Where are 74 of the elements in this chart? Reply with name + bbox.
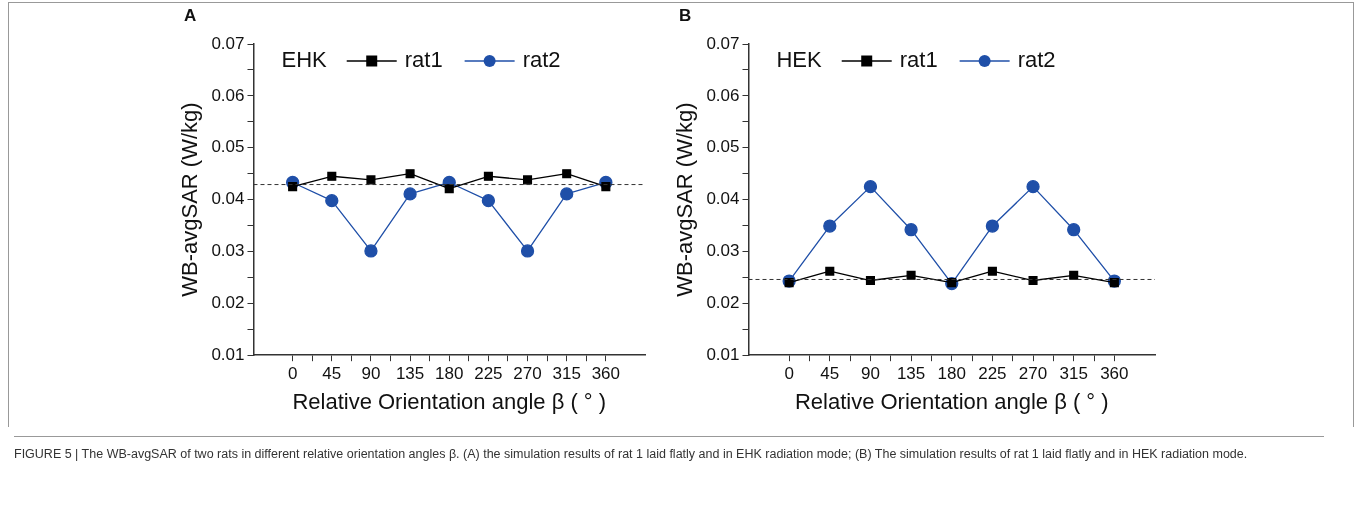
point bbox=[288, 182, 298, 192]
legend-label: rat2 bbox=[1017, 47, 1056, 73]
x-tick-label: 45 bbox=[820, 364, 840, 384]
point bbox=[987, 266, 997, 276]
x-axis-title: Relative Orientation angle β ( ° ) bbox=[794, 388, 1109, 414]
y-tick-label: 0.05 bbox=[706, 137, 740, 157]
point bbox=[325, 193, 339, 208]
x-tick-label: 270 bbox=[1018, 364, 1048, 384]
chart-title: A bbox=[184, 6, 197, 26]
chart-title: B bbox=[679, 6, 692, 26]
x-tick-label: 360 bbox=[1100, 364, 1129, 384]
y-tick-label: 0.04 bbox=[706, 189, 740, 209]
x-tick-label: 315 bbox=[552, 364, 581, 384]
x-axis-title: Relative Orientation angle β ( ° ) bbox=[292, 388, 607, 414]
legend-label: rat2 bbox=[522, 47, 561, 73]
x-tick-label: 90 bbox=[361, 364, 381, 384]
y-tick-label: 0.07 bbox=[706, 33, 740, 53]
y-axis-title: WB-avgSAR (W/kg) bbox=[672, 102, 698, 297]
point bbox=[405, 169, 415, 179]
legend-label: rat1 bbox=[404, 47, 443, 73]
point bbox=[1026, 179, 1040, 194]
x-tick-label: 45 bbox=[322, 364, 342, 384]
y-tick-label: 0.05 bbox=[211, 137, 245, 157]
point bbox=[825, 266, 835, 276]
point bbox=[560, 187, 574, 201]
y-tick-label: 0.06 bbox=[706, 85, 740, 105]
x-tick-label: 135 bbox=[896, 364, 926, 384]
point bbox=[1067, 223, 1081, 237]
x-tick-label: 225 bbox=[474, 364, 503, 384]
point bbox=[483, 171, 493, 181]
x-tick-label: 0 bbox=[784, 364, 794, 384]
y-tick-label: 0.02 bbox=[211, 293, 245, 313]
point bbox=[904, 223, 918, 237]
legend-title: EHK bbox=[281, 47, 328, 73]
point bbox=[520, 244, 535, 258]
x-tick-label: 225 bbox=[978, 364, 1007, 384]
x-tick-label: 90 bbox=[860, 364, 880, 384]
point bbox=[784, 278, 794, 288]
y-tick-label: 0.03 bbox=[211, 241, 245, 261]
point bbox=[327, 171, 337, 181]
x-tick-label: 135 bbox=[395, 364, 425, 384]
y-tick-label: 0.07 bbox=[211, 33, 245, 53]
legend-title: HEK bbox=[776, 47, 823, 73]
point bbox=[562, 169, 572, 179]
point bbox=[1028, 275, 1038, 286]
point bbox=[985, 219, 1000, 233]
point bbox=[444, 184, 454, 194]
y-tick-label: 0.06 bbox=[211, 85, 245, 105]
x-tick-label: 180 bbox=[937, 364, 966, 384]
x-tick-label: 315 bbox=[1059, 364, 1088, 384]
caption: FIGURE 5 | The WB-avgSAR of two rats in different relative orientation angles β. (A) the simulation results of rat 1 laid flatly and in EHK radiation mode; (B) The simulation results of rat 1 laid flatly and in HEK radiation mode. bbox=[14, 436, 1324, 465]
legend-label: rat1 bbox=[899, 47, 938, 73]
point bbox=[1109, 278, 1119, 288]
x-tick-label: 0 bbox=[287, 364, 298, 384]
point bbox=[865, 275, 875, 286]
x-tick-label: 180 bbox=[435, 364, 464, 384]
x-tick-label: 360 bbox=[591, 364, 621, 384]
point bbox=[366, 175, 376, 185]
point bbox=[863, 179, 878, 194]
y-tick-label: 0.01 bbox=[211, 344, 245, 364]
point bbox=[364, 244, 378, 258]
y-tick-label: 0.04 bbox=[211, 189, 245, 209]
point bbox=[481, 193, 496, 208]
point bbox=[523, 175, 533, 185]
y-tick-label: 0.02 bbox=[706, 293, 740, 313]
point bbox=[403, 187, 417, 201]
x-tick-label: 270 bbox=[513, 364, 542, 384]
point bbox=[906, 270, 916, 280]
point bbox=[601, 182, 611, 192]
point bbox=[1069, 270, 1079, 280]
point bbox=[823, 219, 837, 233]
y-axis-title: WB-avgSAR (W/kg) bbox=[177, 102, 203, 297]
y-tick-label: 0.03 bbox=[706, 241, 740, 261]
y-tick-label: 0.01 bbox=[706, 344, 740, 364]
